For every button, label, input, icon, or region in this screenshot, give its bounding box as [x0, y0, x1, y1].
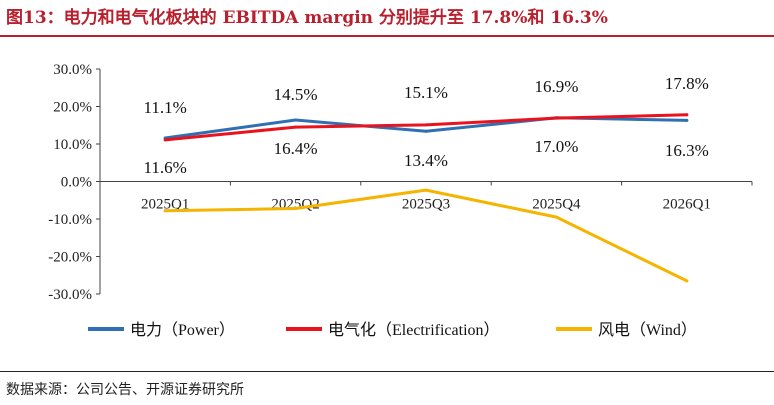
legend-label-wind: 风电（Wind） — [598, 321, 697, 339]
data-label-electrification: 16.9% — [534, 77, 578, 96]
y-tick-label: 10.0% — [53, 137, 92, 153]
x-tick-label: 2025Q1 — [141, 197, 189, 213]
y-tick-label: -10.0% — [48, 212, 92, 228]
chart-title: 图13：电力和电气化板块的 EBITDA margin 分别提升至 17.8%和… — [6, 8, 608, 28]
x-tick-label: 2026Q1 — [663, 197, 711, 213]
line-chart: 30.0% 20.0% 10.0% 0.0% -10.0% -20.0% -30.0% 202… — [48, 62, 753, 339]
data-label-power: 13.4% — [404, 151, 448, 170]
data-label-power: 16.4% — [274, 139, 318, 158]
data-point-power — [685, 118, 689, 122]
x-tick-label: 2025Q4 — [532, 197, 581, 213]
y-tick-label: 20.0% — [53, 100, 92, 116]
data-point-wind — [685, 279, 689, 283]
data-label-power: 16.3% — [665, 141, 709, 160]
y-tick-label: -20.0% — [48, 250, 92, 266]
data-label-electrification: 17.8% — [665, 74, 709, 93]
y-tick-label: -30.0% — [48, 287, 92, 303]
data-label-electrification: 14.5% — [274, 85, 318, 104]
data-label-power: 11.6% — [144, 158, 187, 177]
source-note: 数据来源：公司公告、开源证券研究所 — [6, 382, 244, 398]
data-label-power: 17.0% — [534, 137, 578, 156]
legend-label-electrification: 电气化（Electrification） — [328, 321, 500, 339]
y-tick-label: 0.0% — [61, 175, 92, 191]
data-point-electrification — [163, 138, 167, 142]
y-tick-label: 30.0% — [53, 62, 92, 78]
data-point-wind — [163, 209, 167, 213]
data-point-power — [294, 118, 298, 122]
data-label-electrification: 11.1% — [144, 98, 187, 117]
title-divider — [0, 35, 774, 37]
data-point-wind — [424, 188, 428, 192]
source-divider — [0, 371, 774, 372]
x-tick-label: 2025Q3 — [402, 197, 450, 213]
data-label-electrification: 15.1% — [404, 83, 448, 102]
data-point-power — [424, 129, 428, 133]
data-point-electrification — [685, 113, 689, 117]
data-point-electrification — [554, 116, 558, 120]
data-point-wind — [294, 207, 298, 210]
legend-label-power: 电力（Power） — [130, 321, 235, 339]
data-point-electrification — [424, 123, 428, 127]
data-point-electrification — [294, 125, 298, 129]
data-point-wind — [554, 215, 558, 219]
series-line-power — [163, 116, 689, 140]
